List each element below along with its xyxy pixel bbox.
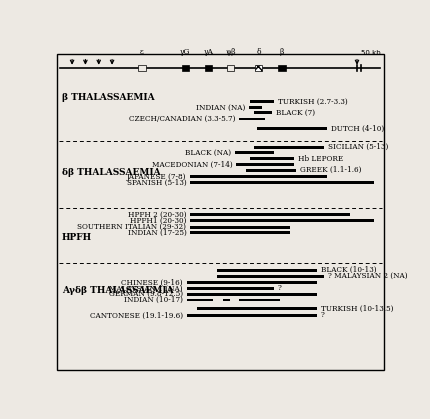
Text: BLACK (10-13): BLACK (10-13) [321,266,377,274]
Text: ψβ: ψβ [225,48,236,56]
Bar [250,101,273,103]
Bar [190,225,290,228]
Text: γG: γG [180,48,190,56]
Bar [187,287,273,290]
Bar [187,281,317,284]
Text: BLACK (NA): BLACK (NA) [185,149,231,157]
Text: 50 kb: 50 kb [361,50,381,56]
Bar [190,213,350,216]
Bar [278,65,286,71]
Text: HPFH 2 (20-30): HPFH 2 (20-30) [128,211,186,219]
Bar [217,269,317,272]
Bar [250,157,294,160]
Bar [257,127,327,130]
Bar [246,169,296,172]
Text: MACEDONIAN (7-14): MACEDONIAN (7-14) [152,160,232,168]
Text: β THALASSAEMIA: β THALASSAEMIA [62,93,155,102]
Text: β: β [280,48,284,56]
Text: CHINESE (9-16): CHINESE (9-16) [121,279,183,287]
Bar [197,307,317,310]
Text: δ: δ [256,48,261,56]
Text: GERMAN (9.8-12.5): GERMAN (9.8-12.5) [109,290,183,298]
Text: ?: ? [321,311,325,319]
Bar [205,65,212,71]
Bar [254,111,272,114]
Text: JAPANESE (7-8): JAPANESE (7-8) [127,173,186,181]
Bar [249,106,262,109]
Text: SOUTHERN ITALIAN (29-32): SOUTHERN ITALIAN (29-32) [77,223,186,231]
Text: HPFH1 (20-30): HPFH1 (20-30) [130,217,186,225]
Bar [182,65,189,71]
Text: ? MALAYSIAN 2 (NA): ? MALAYSIAN 2 (NA) [328,272,407,280]
Text: INDIAN (10-17): INDIAN (10-17) [124,296,183,304]
Bar [190,219,374,222]
Bar [190,231,290,234]
Text: Hb LEPORE: Hb LEPORE [298,155,343,163]
Text: ε: ε [140,48,144,56]
Bar [138,65,146,71]
Text: TURKISH (10-13.5): TURKISH (10-13.5) [321,304,393,313]
Text: SICILIAN (5-13): SICILIAN (5-13) [328,143,388,151]
Text: TURKISH (2.7-3.3): TURKISH (2.7-3.3) [278,98,347,106]
Text: GREEK (1.1-1.6): GREEK (1.1-1.6) [300,166,361,174]
Bar [239,118,265,120]
Text: SPANISH (5-13): SPANISH (5-13) [126,178,186,186]
Bar [254,146,324,148]
Bar [187,293,317,296]
Text: Aγδβ THALASSAEMIA: Aγδβ THALASSAEMIA [62,286,174,295]
Bar [190,175,327,178]
Text: γA: γA [204,48,214,56]
Text: ?: ? [278,285,282,292]
Text: DUTCH (4-10): DUTCH (4-10) [331,125,384,133]
Bar [213,298,222,302]
Bar [255,65,262,71]
Text: δβ THALASSAEMIA: δβ THALASSAEMIA [62,168,161,177]
Bar [190,181,374,184]
Bar [187,314,317,317]
Text: CZECH/CANADIAN (3.3-5.7): CZECH/CANADIAN (3.3-5.7) [129,115,235,123]
Text: MALAYSIAN 1 (NA): MALAYSIAN 1 (NA) [109,285,183,292]
Text: HPFH: HPFH [62,233,92,242]
Bar [187,299,280,301]
Text: INDIAN (17-25): INDIAN (17-25) [128,229,186,237]
Text: BLACK (7): BLACK (7) [276,109,315,117]
Bar [237,163,294,166]
Text: CANTONESE (19.1-19.6): CANTONESE (19.1-19.6) [90,311,183,319]
Bar [217,275,324,277]
Bar [230,298,240,302]
Bar [227,65,234,71]
Bar [235,151,273,154]
Text: INDIAN (NA): INDIAN (NA) [196,103,245,111]
